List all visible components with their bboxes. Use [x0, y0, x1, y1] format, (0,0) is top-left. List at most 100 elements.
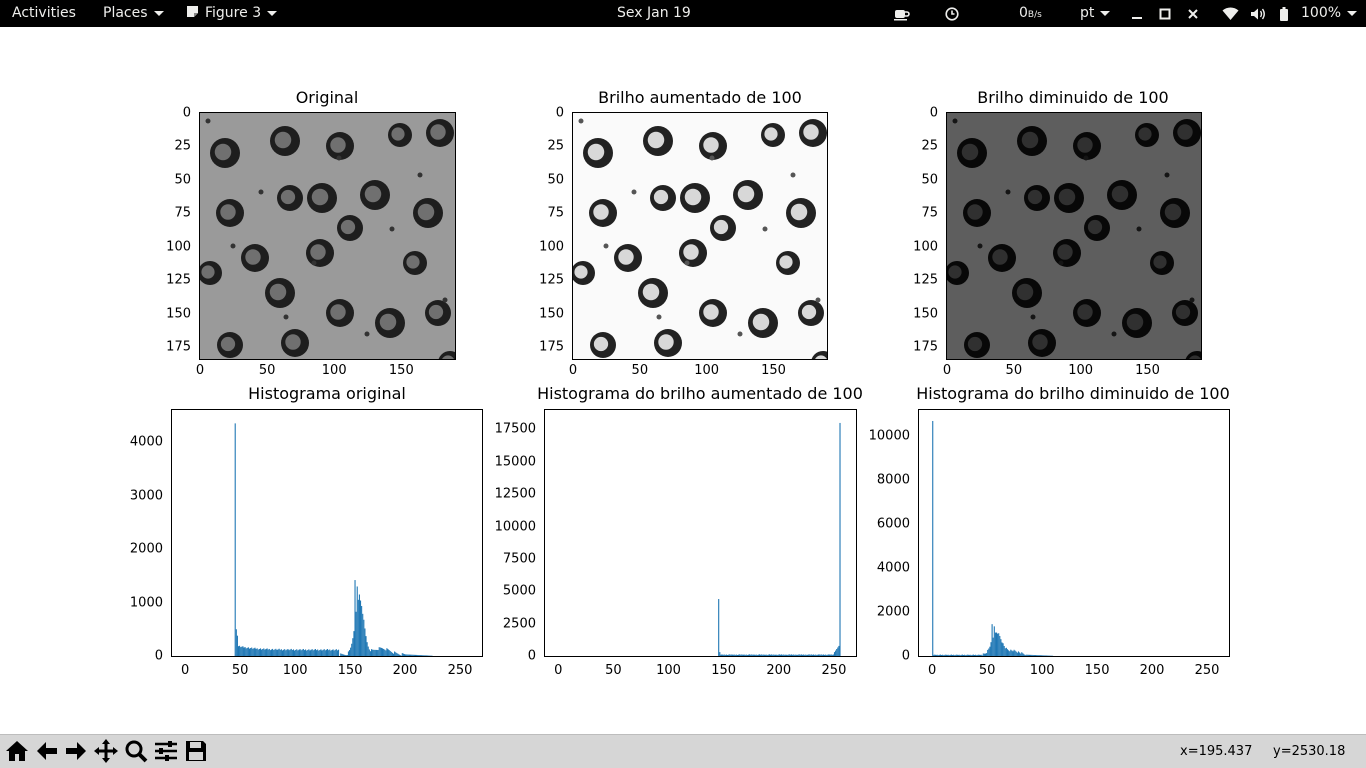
- histogram-bar: [243, 647, 245, 656]
- y-tick-label: 150: [539, 306, 564, 322]
- histogram-bar: [287, 649, 289, 656]
- histogram-bar: [975, 654, 977, 656]
- back-button[interactable]: [33, 737, 61, 765]
- histogram-bar: [317, 649, 319, 656]
- blood-cell-center: [961, 143, 979, 161]
- battery-menu[interactable]: 100%: [1301, 0, 1358, 27]
- blood-cell-center: [428, 304, 444, 320]
- histogram-bar: [358, 594, 360, 656]
- activities-button[interactable]: Activities: [12, 5, 76, 21]
- clock-icon[interactable]: [943, 0, 961, 27]
- histogram-bar: [935, 654, 937, 656]
- histogram-bar: [423, 655, 425, 656]
- subplot-title-dark: Brilho diminuido de 100: [977, 88, 1169, 107]
- image-speck: [230, 243, 236, 249]
- histogram-bar: [811, 654, 813, 656]
- volume-icon[interactable]: [1249, 0, 1267, 27]
- histogram-bar: [387, 649, 389, 656]
- x-tick-label: 0: [942, 363, 952, 378]
- y-tick-label: 75: [921, 205, 938, 221]
- histogram-bar: [990, 642, 992, 656]
- blood-cell-center: [269, 283, 287, 301]
- histogram-bar: [407, 654, 409, 656]
- blood-cell-center: [1138, 127, 1152, 141]
- histogram-bar: [305, 649, 307, 656]
- histogram-bar: [792, 654, 794, 656]
- home-button[interactable]: [3, 737, 31, 765]
- histogram-bar: [353, 631, 355, 656]
- histogram-bar: [969, 654, 971, 656]
- histogram-bar: [830, 654, 832, 656]
- histogram-bar: [425, 655, 428, 656]
- y-tick-label: 2000: [129, 541, 163, 557]
- y-tick-label: 0: [929, 105, 938, 121]
- blood-cell-center: [642, 283, 660, 301]
- figure-canvas[interactable]: Original Brilho aumentado de 100 Brilho …: [0, 27, 1366, 734]
- histogram-bar: [979, 654, 981, 656]
- image-speck: [631, 189, 637, 195]
- histogram-bar: [413, 654, 415, 656]
- y-tick-label: 25: [921, 138, 938, 154]
- histogram-bar: [377, 650, 379, 656]
- configure-subplots-button[interactable]: [152, 737, 180, 765]
- histogram-bar: [1004, 648, 1006, 656]
- histogram-bar: [347, 651, 349, 656]
- close-icon[interactable]: [1186, 0, 1200, 27]
- wifi-icon[interactable]: [1221, 0, 1239, 27]
- histogram-bar: [264, 649, 266, 656]
- image-speck: [311, 260, 317, 266]
- histogram-bar: [1021, 652, 1023, 656]
- histogram-bar: [403, 654, 406, 656]
- histogram-bar: [420, 655, 422, 656]
- histogram-bar: [733, 654, 735, 656]
- histogram-bar: [1033, 654, 1035, 656]
- histogram-bar: [392, 653, 395, 656]
- blood-cell-center: [274, 131, 292, 149]
- histogram-bar: [333, 650, 335, 656]
- top-panel: Activities Places Figure 3 Sex Jan 19 0B…: [0, 0, 1366, 27]
- save-button[interactable]: [182, 737, 210, 765]
- battery-icon[interactable]: [1279, 0, 1289, 27]
- blood-cell-center: [280, 189, 296, 205]
- histogram-bar: [753, 654, 755, 656]
- histogram-bar: [1024, 655, 1026, 656]
- histogram-bar: [1005, 647, 1007, 656]
- histogram-bar: [248, 648, 251, 656]
- blood-cell-center: [1175, 304, 1191, 320]
- x-tick-label: 150: [761, 363, 786, 378]
- histogram-bar: [314, 649, 317, 656]
- subplot-title-hist-dark: Histograma do brilho diminuido de 100: [916, 384, 1230, 403]
- forward-icon: [66, 742, 86, 760]
- zoom-button[interactable]: [122, 737, 150, 765]
- histogram-bar: [312, 650, 314, 656]
- histogram-bar: [784, 654, 786, 656]
- coffee-icon[interactable]: [892, 0, 912, 27]
- histogram-bar: [776, 654, 778, 656]
- histogram-bar: [1037, 655, 1039, 656]
- histogram-bar: [947, 654, 949, 656]
- pan-button[interactable]: [92, 737, 120, 765]
- histogram-bar: [422, 655, 424, 656]
- forward-button[interactable]: [62, 737, 90, 765]
- y-tick-label: 150: [913, 306, 938, 322]
- app-menu[interactable]: Figure 3: [186, 0, 278, 27]
- blood-cell-center: [1177, 124, 1193, 140]
- histogram-bar: [741, 654, 743, 656]
- maximize-icon[interactable]: [1158, 0, 1172, 27]
- histogram-bar: [933, 654, 935, 656]
- places-menu[interactable]: Places: [103, 0, 164, 27]
- histogram-bar: [291, 650, 293, 656]
- keyboard-layout-menu[interactable]: pt: [1080, 0, 1111, 27]
- histogram-bar: [252, 648, 254, 656]
- histogram-bar: [235, 629, 237, 656]
- histogram-bar: [807, 654, 809, 656]
- blood-cell-center: [618, 249, 634, 265]
- blood-cell-center: [967, 204, 983, 220]
- minimize-icon[interactable]: [1130, 0, 1144, 27]
- x-tick-label: 250: [447, 663, 473, 678]
- blood-cell-center: [801, 304, 817, 320]
- clock[interactable]: Sex Jan 19: [617, 5, 691, 21]
- histogram-bar: [997, 633, 999, 656]
- image-bright: [572, 112, 828, 360]
- histogram-bar: [729, 654, 731, 656]
